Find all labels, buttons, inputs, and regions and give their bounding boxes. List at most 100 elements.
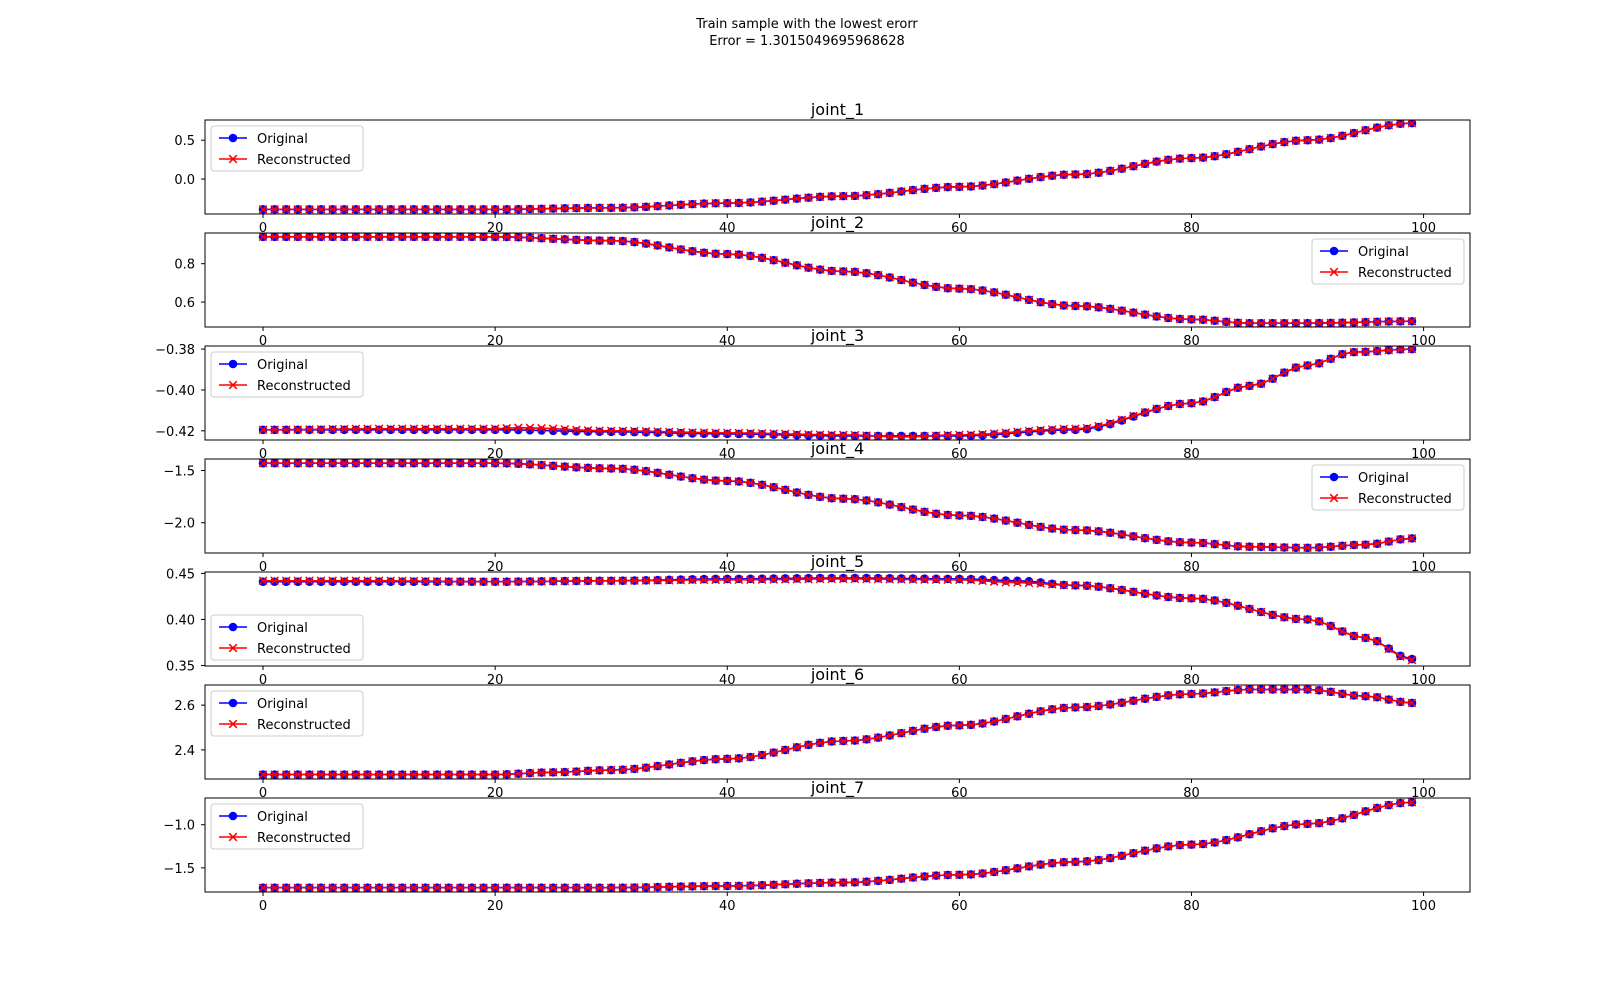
x-tick-label: 80	[1183, 673, 1200, 688]
data-point-reconstructed	[397, 459, 407, 468]
data-point-reconstructed	[490, 459, 500, 468]
data-point-reconstructed	[258, 459, 268, 468]
data-point-reconstructed	[1349, 691, 1359, 700]
data-point-reconstructed	[1082, 526, 1092, 535]
data-point-reconstructed	[606, 203, 616, 213]
data-point-reconstructed	[1349, 631, 1359, 641]
data-point-reconstructed	[1291, 363, 1301, 372]
data-point-reconstructed	[838, 430, 848, 440]
data-point-reconstructed	[757, 253, 767, 263]
data-point-reconstructed	[804, 574, 813, 584]
data-point-reconstructed	[1187, 398, 1196, 408]
data-point-reconstructed	[583, 576, 593, 586]
legend-marker-x	[1329, 267, 1339, 277]
legend-marker-circle	[228, 811, 238, 821]
data-point-reconstructed	[1187, 153, 1196, 163]
figure-subtitle: Error = 1.3015049695968628	[709, 34, 905, 49]
data-point-original	[583, 427, 593, 436]
data-point-reconstructed	[293, 425, 303, 434]
x-tick-label: 80	[1183, 899, 1200, 914]
data-point-reconstructed	[525, 423, 535, 433]
series-line-reconstructed	[263, 688, 1413, 776]
subplot-joint_6: 0 20 40 60 80 100 2.4 2.6 joint_6 Original Reconst…	[174, 665, 1471, 801]
data-point-reconstructed	[1094, 421, 1103, 431]
data-point-reconstructed	[966, 720, 976, 730]
data-point-reconstructed	[1175, 840, 1185, 850]
y-tick-label: 2.4	[174, 744, 195, 759]
data-point-reconstructed	[1221, 686, 1231, 696]
data-point-reconstructed	[664, 201, 674, 210]
data-point-reconstructed	[1117, 306, 1127, 315]
legend-marker-x	[1329, 493, 1339, 503]
data-point-reconstructed	[432, 770, 442, 779]
data-point-reconstructed	[1326, 621, 1336, 631]
data-point-reconstructed	[978, 869, 987, 878]
data-point-reconstructed	[1326, 354, 1336, 364]
data-point-reconstructed	[479, 233, 488, 242]
data-point-reconstructed	[1105, 853, 1115, 863]
data-point-reconstructed	[908, 575, 918, 584]
data-point-reconstructed	[1256, 607, 1266, 617]
data-point-reconstructed	[862, 268, 871, 278]
data-point-reconstructed	[1198, 153, 1208, 162]
data-point-reconstructed	[792, 429, 802, 439]
data-point-reconstructed	[757, 575, 767, 584]
data-point-reconstructed	[1303, 615, 1312, 624]
x-tick-label: 40	[719, 447, 736, 462]
x-tick-label: 80	[1183, 786, 1200, 801]
data-point-reconstructed	[293, 576, 303, 586]
data-point-reconstructed	[734, 428, 744, 438]
data-point-reconstructed	[572, 462, 581, 472]
data-point-reconstructed	[1163, 155, 1173, 165]
data-point-reconstructed	[1129, 308, 1138, 317]
data-point-reconstructed	[1256, 685, 1266, 694]
data-point-reconstructed	[351, 883, 361, 892]
data-point-reconstructed	[363, 459, 372, 468]
data-point-original	[978, 575, 987, 584]
data-point-reconstructed	[641, 763, 651, 772]
data-point-reconstructed	[815, 265, 825, 274]
data-point-reconstructed	[467, 577, 477, 586]
legend-label: Original	[257, 358, 308, 373]
data-point-reconstructed	[339, 205, 349, 214]
data-point-reconstructed	[514, 423, 523, 433]
data-point-reconstructed	[746, 428, 755, 438]
legend-marker-circle	[228, 698, 238, 708]
data-point-reconstructed	[1059, 424, 1069, 434]
subplot-title: joint_6	[810, 665, 864, 685]
data-point-reconstructed	[1001, 428, 1011, 438]
data-point-reconstructed	[1047, 425, 1057, 434]
data-point-reconstructed	[479, 577, 488, 586]
data-point-reconstructed	[1221, 317, 1231, 327]
data-point-reconstructed	[606, 426, 616, 436]
data-point-reconstructed	[525, 233, 535, 242]
data-point-reconstructed	[688, 882, 697, 891]
data-point-reconstructed	[908, 873, 918, 882]
data-point-reconstructed	[1047, 704, 1057, 714]
data-point-reconstructed	[769, 196, 779, 205]
x-tick-label: 100	[1411, 786, 1436, 801]
data-point-reconstructed	[397, 424, 407, 434]
data-point-reconstructed	[560, 424, 570, 434]
data-point-reconstructed	[722, 575, 732, 585]
data-point-reconstructed	[525, 459, 535, 469]
data-point-reconstructed	[374, 205, 384, 214]
data-point-reconstructed	[1314, 617, 1324, 626]
legend-marker-x	[228, 154, 238, 164]
data-point-reconstructed	[1140, 159, 1150, 169]
data-point-original	[560, 426, 570, 436]
data-point-reconstructed	[1013, 176, 1022, 185]
data-point-reconstructed	[1024, 426, 1034, 436]
data-point-reconstructed	[641, 202, 651, 212]
subplot-title: joint_1	[810, 100, 864, 120]
data-point-reconstructed	[525, 577, 535, 586]
data-point-reconstructed	[270, 883, 279, 892]
data-point-reconstructed	[885, 731, 895, 740]
data-point-reconstructed	[455, 577, 465, 586]
data-point-reconstructed	[537, 768, 546, 777]
data-point-reconstructed	[1140, 533, 1150, 543]
x-tick-label: 20	[487, 673, 504, 688]
data-point-reconstructed	[630, 426, 639, 436]
data-point-reconstructed	[1279, 821, 1289, 831]
x-tick-label: 60	[951, 221, 968, 236]
